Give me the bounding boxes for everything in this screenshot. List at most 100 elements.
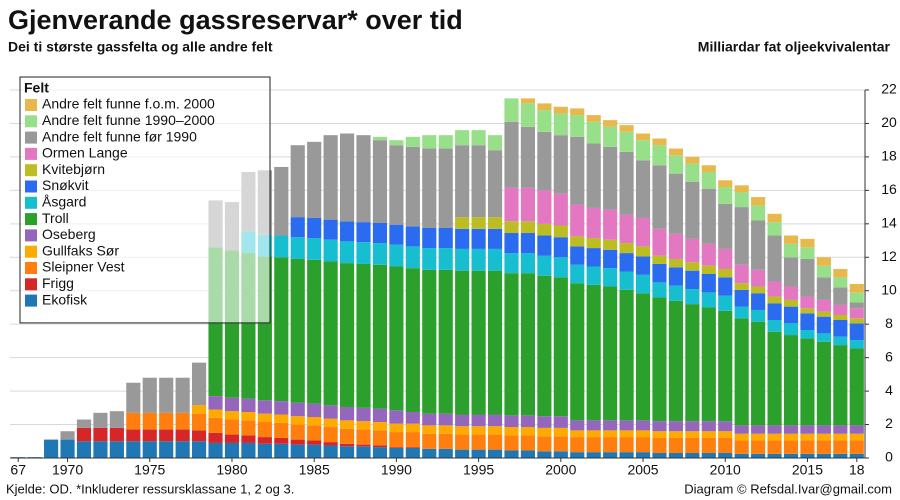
bar-segment [668,421,683,432]
bar-segment [323,442,338,446]
bar-segment [751,321,766,426]
bar-segment [553,416,568,428]
bar-segment [274,414,289,423]
bar-segment [537,131,552,191]
bar-segment [553,106,568,114]
bar-segment [159,412,174,430]
bar-segment [504,273,519,416]
bar-segment [603,286,618,421]
bar-segment [685,289,700,305]
bar-segment [487,426,503,435]
bar-segment [471,130,486,146]
x-tick-label: 1985 [299,462,330,478]
x-tick-label: 2010 [710,462,741,478]
bar-segment [339,241,355,264]
bar-segment [389,432,404,448]
bar-segment [816,311,831,317]
bar-segment [356,242,371,264]
chart-subtitle: Dei ti største gassfelta og alle andre f… [8,39,273,55]
bar-segment [816,433,831,441]
bar-segment [849,302,864,309]
legend-label: Gullfaks Sør [42,242,119,258]
bar-segment [635,274,651,294]
bar-segment [652,452,667,458]
bar-segment [537,275,552,417]
bar-segment [257,422,272,438]
bar-segment [668,173,683,234]
bar-segment [192,413,207,431]
bar-segment [356,429,371,445]
bar-segment [537,436,552,452]
bar-segment [389,423,404,433]
bar-segment [372,222,388,244]
bar-segment [339,443,355,447]
bar-segment [389,244,404,267]
bar-segment [783,425,799,434]
legend-swatch [25,147,37,160]
bar-segment [652,297,667,422]
bar-segment [356,263,371,408]
bar-segment [734,264,749,284]
bar-segment [307,444,322,458]
bar-segment [718,452,733,458]
bar-segment [175,377,190,413]
bar-segment [126,412,141,430]
bar-segment [159,429,174,442]
bar-segment [405,246,420,269]
bar-segment [290,439,305,445]
legend-title: Felt [24,80,49,96]
bar-segment [751,309,766,322]
bar-segment [701,421,716,432]
bar-segment [635,430,651,438]
x-tick-label: 1975 [134,462,165,478]
bar-segment [504,221,519,234]
legend-swatch [25,213,37,226]
bar-segment [701,437,716,453]
bar-segment [537,416,552,428]
bar-segment [208,396,223,410]
bar-segment [438,413,453,426]
bar-segment [142,412,157,430]
bar-segment [635,140,651,161]
bar-segment [718,431,733,438]
bar-segment [718,180,733,188]
bar-segment [553,113,568,136]
bar-segment [816,265,831,278]
bar-segment [603,120,618,127]
legend-swatch [25,245,37,258]
bar-segment [553,237,568,258]
bar-segment [718,203,733,249]
bar-segment [455,414,470,427]
bar-segment [734,425,749,434]
bar-segment [767,331,782,426]
bar-segment [635,420,651,431]
bar-segment [586,143,601,208]
bar-segment [290,258,305,403]
bar-segment [767,303,782,320]
bar-segment [422,413,437,426]
legend-label: Frigg [42,275,74,291]
bar-segment [224,419,240,435]
bar-segment [751,220,766,270]
bar-segment [570,420,585,431]
bar-segment [586,430,601,438]
legend-swatch [25,180,37,193]
bar-segment [553,257,568,278]
bar-segment [142,429,157,442]
legend-box [19,76,271,324]
bar-segment [323,261,338,406]
bar-segment [751,440,766,454]
bar-segment [734,306,749,319]
bar-segment [751,197,766,206]
bar-segment [290,424,305,440]
bar-segment [241,435,256,443]
bar-segment [372,243,388,265]
bar-segment [422,148,437,228]
bar-segment [619,243,634,254]
bar-segment [307,259,322,404]
bar-segment [603,126,618,147]
bar-segment [471,426,486,435]
bar-segment [455,270,470,415]
